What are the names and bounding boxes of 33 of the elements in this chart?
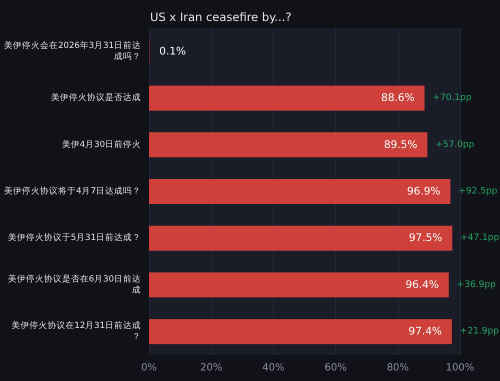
x-tick-label: 40% (262, 362, 285, 374)
data-label: 97.5% (408, 232, 442, 244)
x-tick-label: 0% (141, 362, 157, 374)
x-tick-label: 100% (446, 362, 474, 374)
data-label: 96.9% (407, 186, 440, 198)
x-tick-label: 60% (324, 362, 347, 374)
data-label: 97.4% (408, 326, 442, 338)
annotation: +57.0pp (435, 140, 475, 150)
data-label: 88.6% (381, 92, 415, 104)
x-tick-label: 80% (386, 362, 409, 374)
annotation: +36.9pp (456, 280, 496, 290)
y-tick-label: 美伊停火协议于5月31日前达成？ (8, 232, 141, 244)
bar (149, 272, 449, 298)
chart-title: US x Iran ceasefire by...? (150, 10, 292, 24)
bar (149, 226, 452, 251)
y-tick-label: 美伊停火协议在12月31日前达成？ (11, 320, 141, 342)
bar (149, 179, 450, 204)
x-tick-label: 20% (200, 362, 222, 374)
annotation: +92.5pp (458, 186, 498, 196)
y-tick-label: 美伊停火协议是否达成 (51, 92, 141, 104)
y-tick-label: 美伊停火协议是否在6月30日前达成 (8, 273, 141, 296)
data-label: 0.1% (159, 45, 186, 58)
bar (149, 86, 425, 111)
y-tick-label: 美伊4月30日前停火 (62, 138, 141, 150)
annotation: +21.9pp (460, 326, 500, 337)
data-label: 96.4% (405, 278, 439, 291)
y-tick-label: 美伊停火会在2026年3月31日前达成吗？ (4, 40, 141, 62)
annotation: +70.1pp (432, 93, 472, 104)
annotation: +47.1pp (460, 233, 500, 244)
data-label: 89.5% (384, 138, 418, 151)
y-tick-label: 美伊停火协议将于4月7日达成吗？ (4, 186, 141, 196)
bar (149, 319, 452, 344)
bar (149, 132, 428, 158)
